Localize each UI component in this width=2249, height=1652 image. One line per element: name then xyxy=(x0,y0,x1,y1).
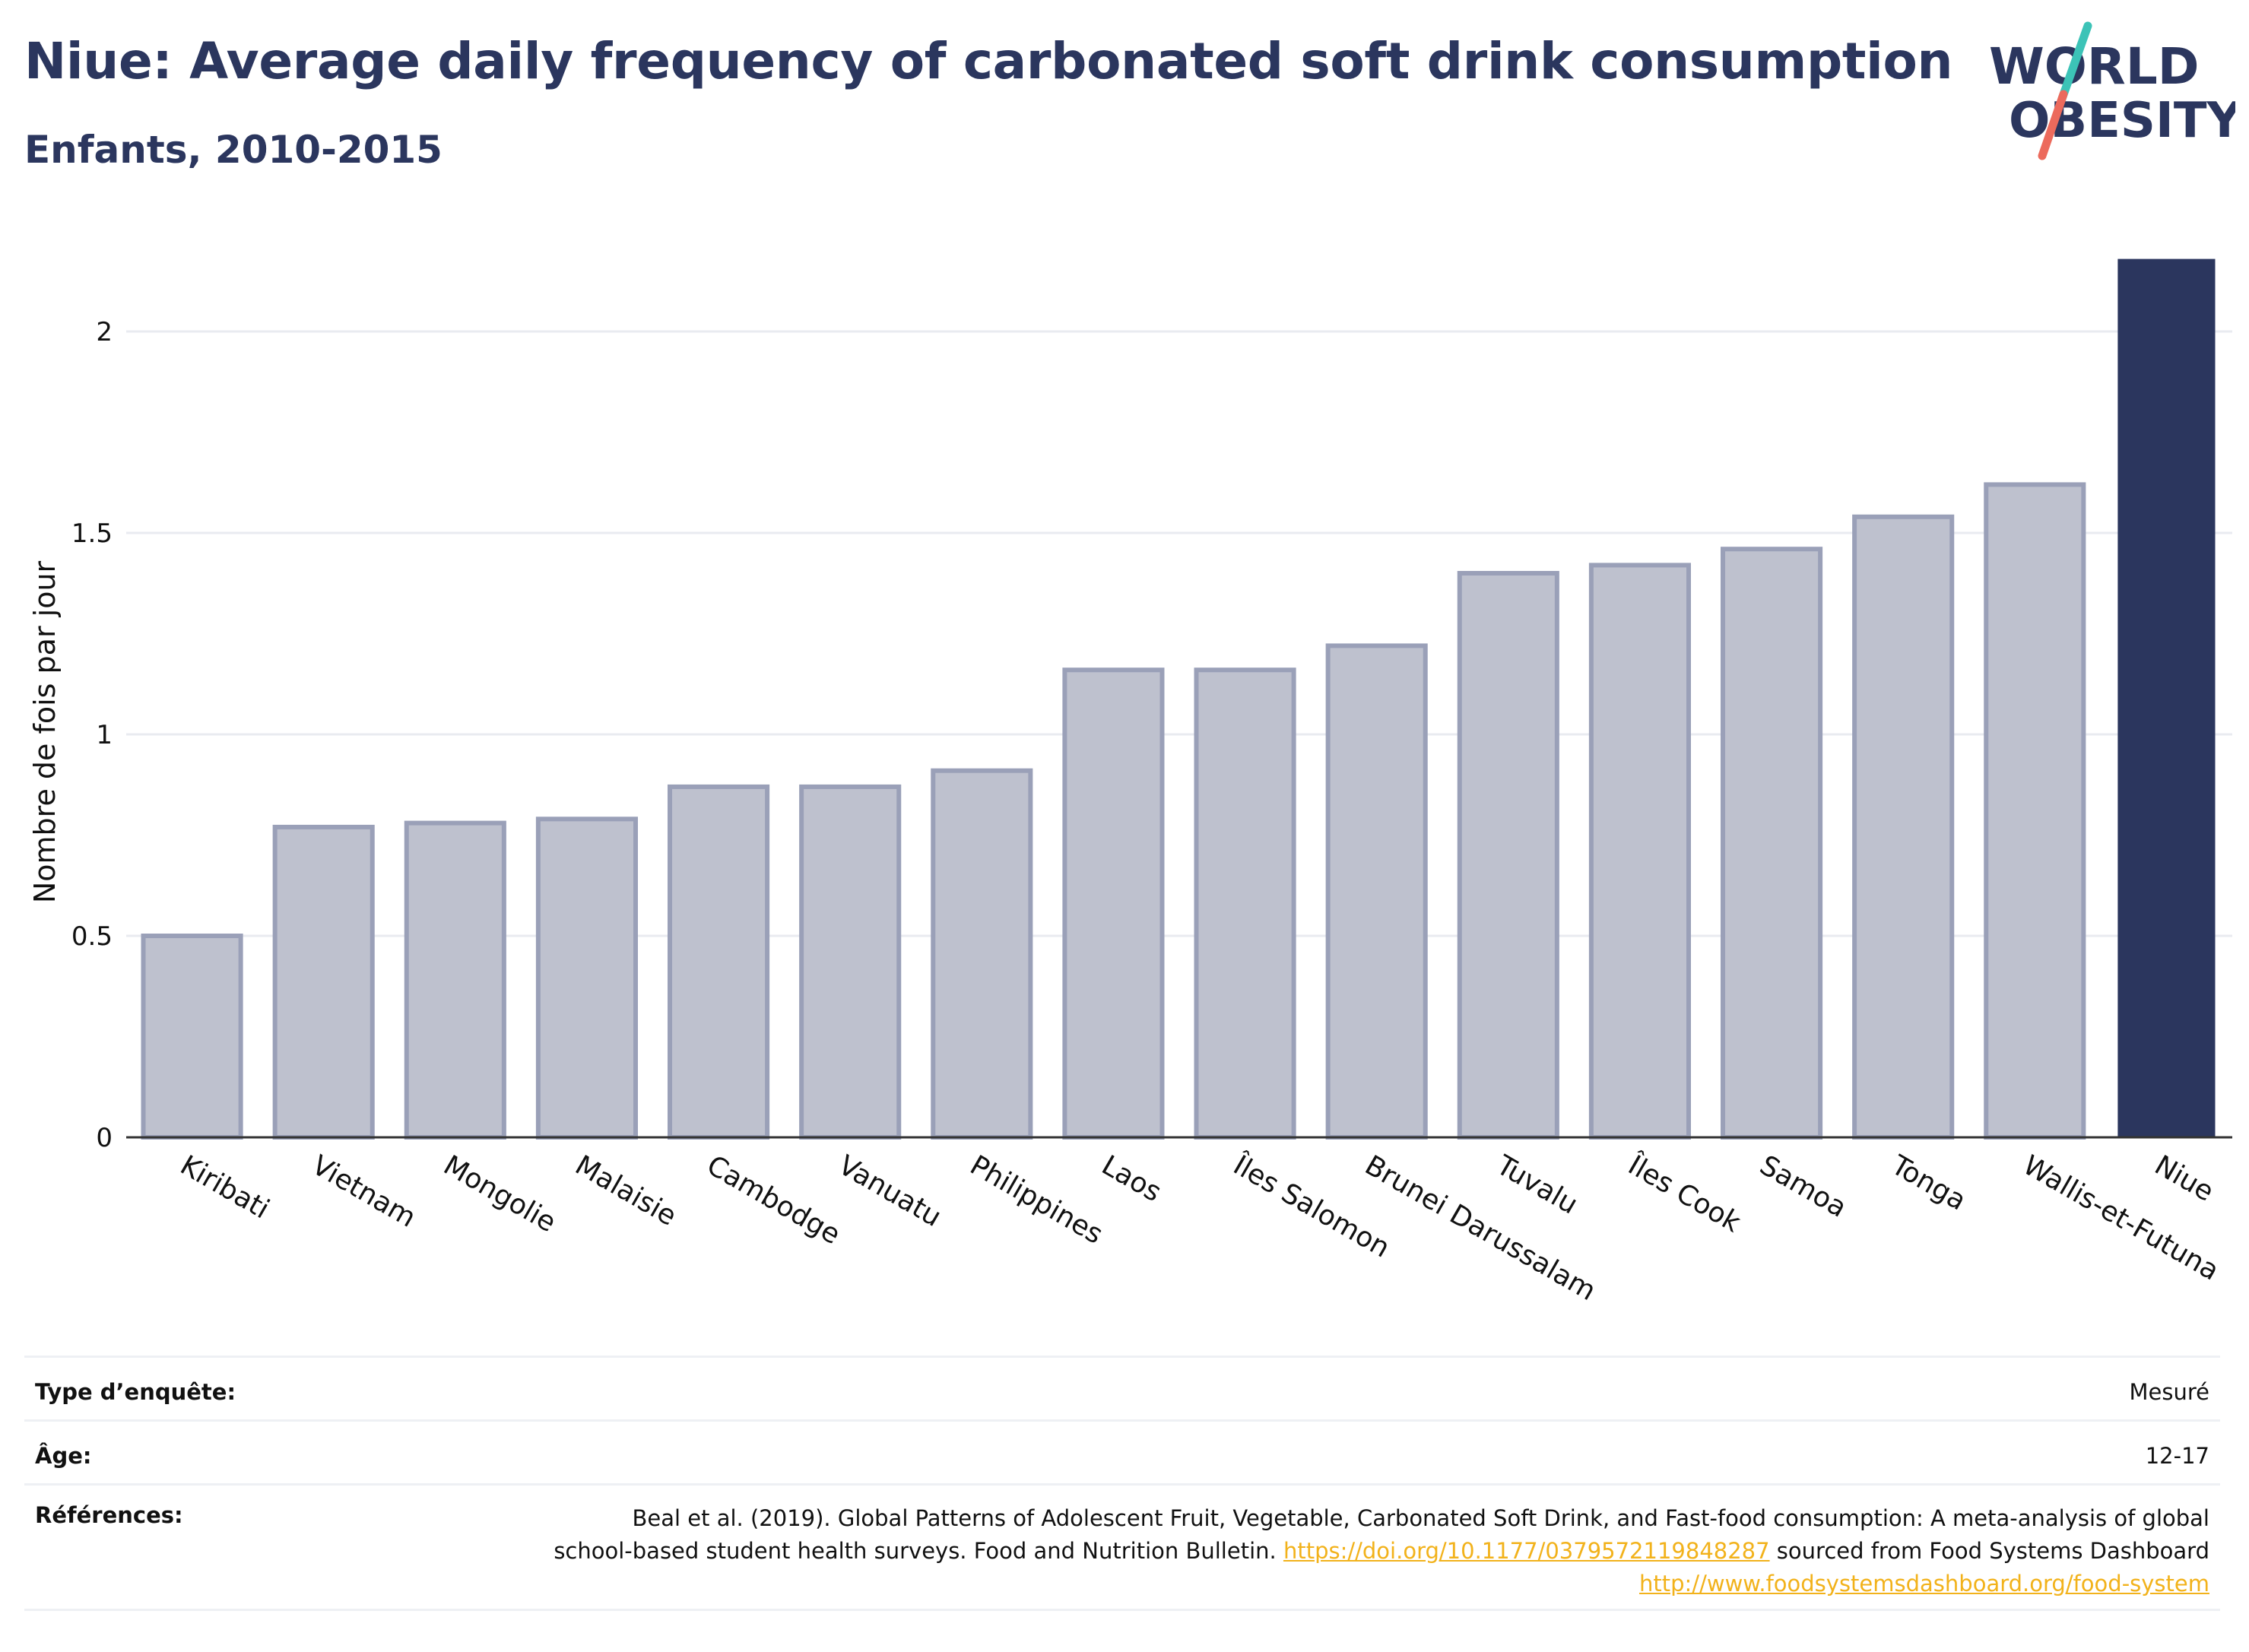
age-row: Âge: 12-17 xyxy=(24,1419,2220,1483)
bar-samoa xyxy=(1721,547,1823,1140)
bar-brunei-darussalam xyxy=(1325,643,1428,1140)
x-tick-label: Philippines xyxy=(965,1149,1108,1250)
bar--les-cook xyxy=(1588,563,1691,1140)
y-tick-label: 0 xyxy=(96,1123,113,1153)
x-tick-label: Îles Cook xyxy=(1623,1149,1746,1238)
world-obesity-logo: WORLD OBESITY xyxy=(1989,21,2235,160)
bars xyxy=(141,258,2216,1140)
x-tick-label: Laos xyxy=(1096,1149,1166,1208)
bar-philippines xyxy=(931,768,1033,1140)
x-axis-ticks: Kiribati Vietnam Mongolie Malaisie CambodgeV… xyxy=(175,1149,2224,1307)
bar-laos xyxy=(1062,667,1165,1140)
y-tick-label: 2 xyxy=(96,317,113,347)
y-tick-label: 1.5 xyxy=(71,518,113,549)
dashboard-link[interactable]: http://www.foodsystemsdashboard.org/food… xyxy=(1639,1571,2209,1597)
logo-line-2: OBESITY xyxy=(2009,93,2235,149)
x-tick-label: Cambodge xyxy=(702,1149,845,1251)
logo-slash-coral xyxy=(2038,90,2068,160)
bar-tonga xyxy=(1852,514,1955,1140)
survey-type-row: Type d’enquête: Mesuré xyxy=(24,1356,2220,1419)
bar-niue xyxy=(2117,258,2216,1138)
chart-subtitle: Enfants, 2010-2015 xyxy=(24,128,443,172)
logo-slash-teal xyxy=(2057,21,2092,103)
bar-tuvalu xyxy=(1457,571,1559,1140)
y-tick-label: 0.5 xyxy=(71,921,113,952)
age-label: Âge: xyxy=(35,1443,92,1469)
bar-cambodge xyxy=(668,784,770,1140)
doi-link[interactable]: https://doi.org/10.1177/0379572119848287 xyxy=(1283,1538,1770,1564)
bar-chart: 0 0.5 1 1.5 2 Kiribati Vietnam Mongolie Malaisi… xyxy=(28,258,2232,1307)
x-tick-label: Vietnam xyxy=(306,1149,420,1234)
references-row: Références: Beal et al. (2019). Global P… xyxy=(24,1483,2220,1611)
reference-source: sourced from Food Systems Dashboard xyxy=(1769,1538,2209,1564)
bar-malaisie xyxy=(535,816,638,1140)
references-text: Beal et al. (2019). Global Patterns of A… xyxy=(552,1502,2209,1600)
metadata-table: Type d’enquête: Mesuré Âge: 12-17 Référe… xyxy=(24,1356,2220,1611)
y-axis-ticks: 0 0.5 1 1.5 2 xyxy=(71,317,113,1153)
x-tick-label: Brunei Darussalam xyxy=(1359,1149,1600,1307)
logo-line-1: WORLD xyxy=(1989,37,2200,96)
x-tick-label: Niue xyxy=(2149,1149,2219,1207)
x-tick-label: Kiribati xyxy=(175,1149,274,1225)
chart-title: Niue: Average daily frequency of carbona… xyxy=(24,32,1953,90)
survey-type-value: Mesuré xyxy=(2129,1379,2209,1405)
bar--les-salomon xyxy=(1194,667,1296,1140)
bar-mongolie xyxy=(404,820,506,1140)
y-tick-label: 1 xyxy=(96,720,113,750)
reference-citation: Beal et al. (2019). Global Patterns of A… xyxy=(554,1505,2209,1564)
bar-wallis-et-futuna xyxy=(1984,482,2086,1140)
bar-kiribati xyxy=(141,934,243,1140)
x-tick-label: Mongolie xyxy=(438,1149,561,1238)
survey-type-label: Type d’enquête: xyxy=(35,1379,236,1405)
references-label: Références: xyxy=(35,1502,183,1528)
bar-vietnam xyxy=(272,824,375,1140)
x-tick-label: Vanuatu xyxy=(833,1149,947,1233)
bar-vanuatu xyxy=(799,784,902,1140)
x-tick-label: Tuvalu xyxy=(1490,1149,1582,1221)
y-axis-label: Nombre de fois par jour xyxy=(28,560,62,903)
x-tick-label: Malaisie xyxy=(569,1149,681,1232)
age-value: 12-17 xyxy=(2145,1443,2209,1469)
x-tick-label: Tonga xyxy=(1886,1149,1971,1217)
x-tick-label: Samoa xyxy=(1755,1149,1852,1224)
